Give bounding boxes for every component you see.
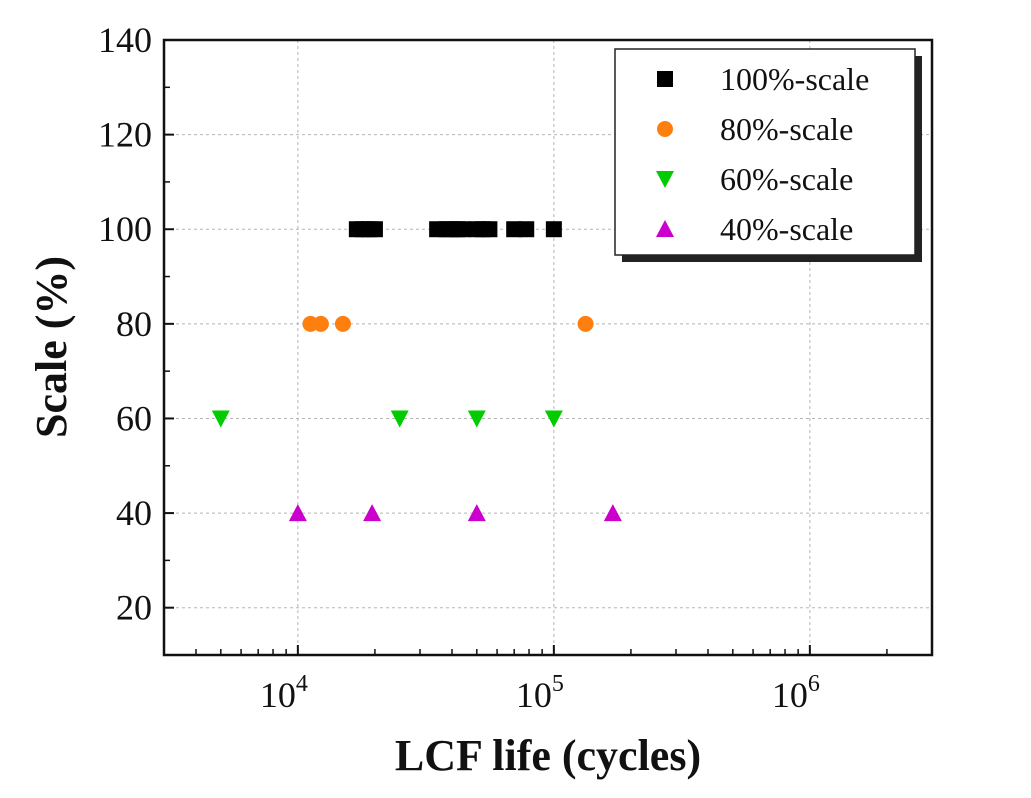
- legend-marker: [656, 171, 674, 188]
- data-point: [312, 315, 329, 332]
- data-point: [518, 221, 535, 238]
- data-point: [467, 410, 486, 428]
- data-point: [390, 410, 409, 428]
- legend-label: 100%-scale: [720, 61, 869, 97]
- data-point: [467, 504, 486, 522]
- legend-marker: [656, 220, 674, 237]
- y-axis: 20 40 60 80 100 120 140: [98, 20, 174, 628]
- data-point: [211, 410, 230, 428]
- data-point: [366, 221, 383, 238]
- data-points: [211, 221, 622, 522]
- legend-label: 80%-scale: [720, 111, 853, 147]
- data-point: [577, 315, 594, 332]
- x-tick-label: 105: [516, 671, 564, 715]
- data-point: [545, 221, 562, 238]
- data-point: [506, 221, 523, 238]
- data-point: [603, 504, 622, 522]
- y-tick-label: 20: [116, 588, 152, 628]
- y-tick-label: 120: [98, 115, 152, 155]
- data-point: [363, 504, 382, 522]
- data-point: [288, 504, 307, 522]
- legend: 100%-scale 80%-scale 60%-scale 40%-scale: [614, 48, 922, 262]
- legend-label: 40%-scale: [720, 211, 853, 247]
- y-axis-title: Scale (%): [27, 256, 76, 438]
- data-point: [334, 315, 351, 332]
- y-tick-label: 40: [116, 493, 152, 533]
- y-tick-label: 80: [116, 304, 152, 344]
- data-point: [481, 221, 498, 238]
- y-tick-label: 60: [116, 398, 152, 438]
- x-tick-label: 104: [260, 671, 308, 715]
- plot-area-frame: [162, 38, 934, 657]
- y-tick-label: 140: [98, 20, 152, 60]
- data-point: [454, 221, 471, 238]
- data-point: [544, 410, 563, 428]
- legend-marker: [657, 71, 673, 87]
- legend-marker: [657, 121, 673, 137]
- y-tick-label: 100: [98, 209, 152, 249]
- x-axis: 104 105 106: [260, 645, 820, 715]
- x-axis-title: LCF life (cycles): [395, 731, 701, 780]
- x-tick-label: 106: [772, 671, 820, 715]
- legend-label: 60%-scale: [720, 161, 853, 197]
